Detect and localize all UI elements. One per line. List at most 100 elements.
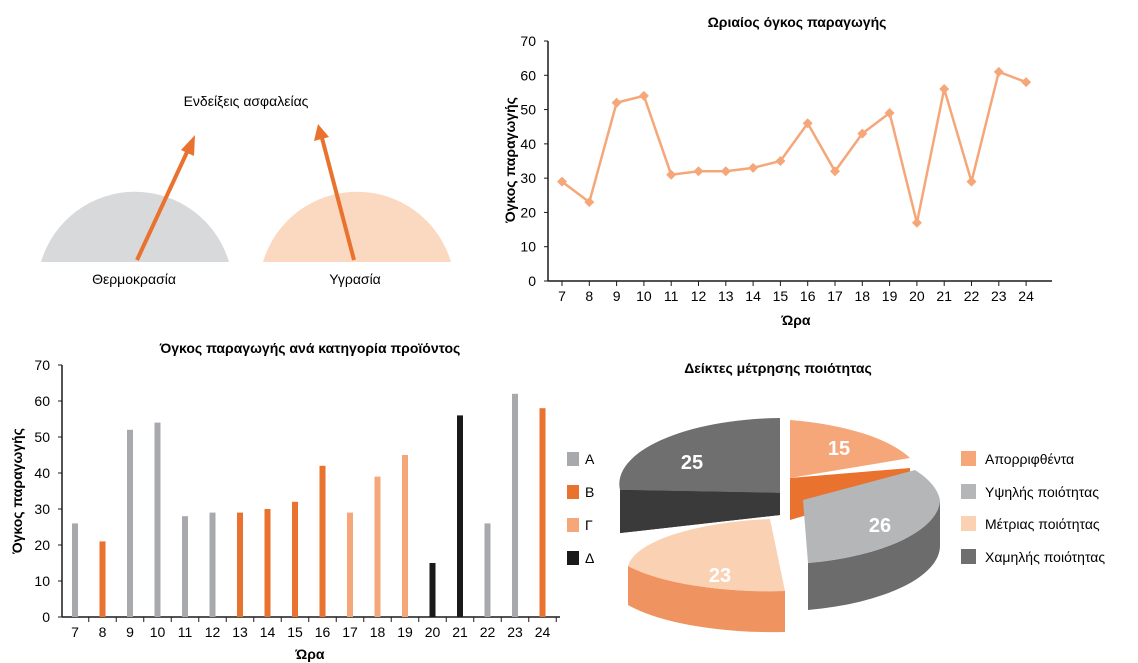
bar-chart-x-tick-label: 19: [397, 624, 413, 640]
pie-legend-label-medium-quality: Μέτριας ποιότητας: [985, 516, 1100, 532]
bar-chart-bar: [347, 512, 353, 617]
line-chart-y-tick-label: 60: [520, 67, 536, 83]
pie-slice-low-quality-value: 25: [681, 452, 703, 474]
line-chart-y-tick-label: 20: [520, 204, 536, 220]
line-chart-x-tick-label: 10: [636, 288, 652, 304]
pie-slice-rejected-value: 15: [828, 438, 850, 460]
line-chart-point: [611, 97, 622, 108]
pie-legend-swatch-high-quality: [961, 484, 976, 499]
gauge-temperature-needle-tip: [181, 135, 195, 156]
gauge-temperature: Θερμοκρασία: [41, 135, 229, 287]
line-chart-y-tick-label: 0: [528, 273, 536, 289]
pie-chart: Δείκτες μέτρησης ποιότητας 25 15 26 23: [619, 360, 1105, 633]
gauge-humidity-needle-tip: [314, 124, 329, 141]
line-chart-x-tick-label: 21: [936, 288, 952, 304]
bar-chart-legend-swatch: [567, 551, 579, 565]
bar-chart-y-tick-label: 40: [34, 465, 50, 481]
line-chart-x-tick-label: 20: [909, 288, 925, 304]
bar-chart-legend-label: Γ: [585, 517, 593, 533]
line-chart-x-tick-label: 22: [964, 288, 980, 304]
bar-chart-x-tick-label: 13: [232, 624, 248, 640]
bar-chart-bar: [292, 501, 298, 617]
pie-slice-high-quality-top: [803, 470, 940, 563]
gauge-temperature-face: [41, 191, 229, 262]
bar-chart-x-tick-label: 15: [287, 624, 303, 640]
bar-chart-bar: [237, 512, 243, 617]
line-chart: Ωριαίος όγκος παραγωγής Ώρα Όγκος παραγω…: [502, 14, 1052, 328]
pie-slice-medium-quality-value: 23: [709, 565, 731, 587]
line-chart-x-tick-label: 12: [691, 288, 707, 304]
line-chart-point: [830, 166, 840, 177]
bar-chart-y-tick-label: 70: [34, 357, 50, 373]
pie-slice-high-quality-side: [808, 500, 940, 610]
bar-chart-x-tick-label: 7: [71, 624, 79, 640]
bar-chart-x-tick-label: 8: [99, 624, 107, 640]
bar-chart-bar: [319, 465, 326, 617]
bar-chart-legend-label: Δ: [585, 550, 594, 566]
bar-chart-x-tick-label: 9: [126, 624, 134, 640]
pie-slice-high-quality: [803, 470, 940, 610]
gauge-humidity-needle: [320, 137, 356, 261]
line-chart-x-tick-label: 18: [855, 288, 871, 304]
line-chart-y-tick-label: 30: [520, 170, 536, 186]
bar-chart-x-tick-label: 23: [507, 624, 523, 640]
line-chart-point: [584, 197, 595, 208]
pie-slice-low-quality-side-front: [620, 490, 780, 533]
line-chart-point: [884, 108, 895, 118]
pie-slice-medium-quality-top: [628, 519, 785, 592]
bar-chart-bar: [72, 523, 78, 617]
line-chart-point: [857, 128, 868, 139]
pie-slice-rejected-top: [790, 420, 910, 478]
bar-chart-bar: [264, 509, 271, 617]
line-chart-y-axis-title: Όγκος παραγωγής: [502, 97, 518, 224]
line-chart-x-tick-label: 23: [991, 288, 1007, 304]
bar-chart-x-tick-label: 10: [150, 624, 166, 640]
bar-chart-y-tick-label: 0: [42, 609, 50, 625]
bar-chart-x-tick-label: 11: [178, 624, 193, 640]
bar-chart-x-axis-title: Ώρα: [295, 646, 325, 662]
line-chart-point: [666, 169, 677, 180]
line-chart-point: [748, 162, 759, 173]
pie-legend: Απορριφθέντα Υψηλής ποιότητας Μέτριας πο…: [961, 451, 1105, 565]
bar-chart-y-axis-title: Όγκος παραγωγής: [9, 428, 25, 555]
bar-chart-legend-swatch: [567, 518, 579, 532]
bar-chart-x-tick-label: 14: [260, 624, 276, 640]
bar-chart-x-tick-label: 22: [480, 624, 496, 640]
line-chart-x-tick-label: 11: [664, 288, 679, 304]
line-chart-point: [939, 84, 950, 94]
line-chart-y-tick-label: 50: [520, 102, 536, 118]
line-chart-point: [557, 176, 567, 187]
bar-chart-y-tick-label: 10: [34, 573, 50, 589]
line-chart-x-tick-label: 24: [1018, 288, 1034, 304]
gauge-panel: Ενδείξεις ασφαλείας Θερμοκρασία Υγρασία: [41, 93, 451, 287]
bar-chart-x-tick-label: 18: [370, 624, 386, 640]
bar-chart-legend-label: Α: [585, 451, 595, 467]
pie-legend-label-rejected: Απορριφθέντα: [985, 451, 1074, 467]
pie-chart-title: Δείκτες μέτρησης ποιότητας: [684, 360, 872, 376]
pie-legend-swatch-medium-quality: [961, 516, 976, 531]
pie-legend-swatch-low-quality: [961, 549, 976, 564]
pie-slice-low-quality-top: [619, 418, 780, 493]
bar-chart-y-tick-label: 20: [34, 537, 50, 553]
bar-chart-title: Όγκος παραγωγής ανά κατηγορία προϊόντος: [159, 340, 461, 356]
line-chart-point: [720, 166, 731, 177]
line-chart-x-tick-label: 15: [773, 288, 789, 304]
bar-chart-bar: [154, 422, 161, 617]
line-chart-x-axis-title: Ώρα: [781, 312, 811, 328]
pie-legend-label-high-quality: Υψηλής ποιότητας: [985, 484, 1099, 500]
bar-chart-bar: [402, 455, 408, 617]
line-chart-point: [802, 118, 813, 129]
bar-chart-bar: [127, 429, 133, 617]
bar-chart-bar: [457, 415, 463, 617]
line-chart-x-tick-label: 13: [718, 288, 734, 304]
gauge-temperature-needle: [135, 149, 190, 261]
gauge-temperature-label: Θερμοκρασία: [92, 271, 176, 287]
bar-chart-bar: [374, 476, 381, 617]
line-chart-y-tick-label: 10: [520, 239, 536, 255]
bar-chart-legend-swatch: [567, 485, 579, 499]
line-chart-y-tick-label: 70: [520, 33, 536, 49]
bar-chart-bar: [429, 563, 436, 617]
line-chart-point: [1021, 77, 1032, 88]
bar-chart: Όγκος παραγωγής ανά κατηγορία προϊόντος …: [9, 340, 595, 662]
